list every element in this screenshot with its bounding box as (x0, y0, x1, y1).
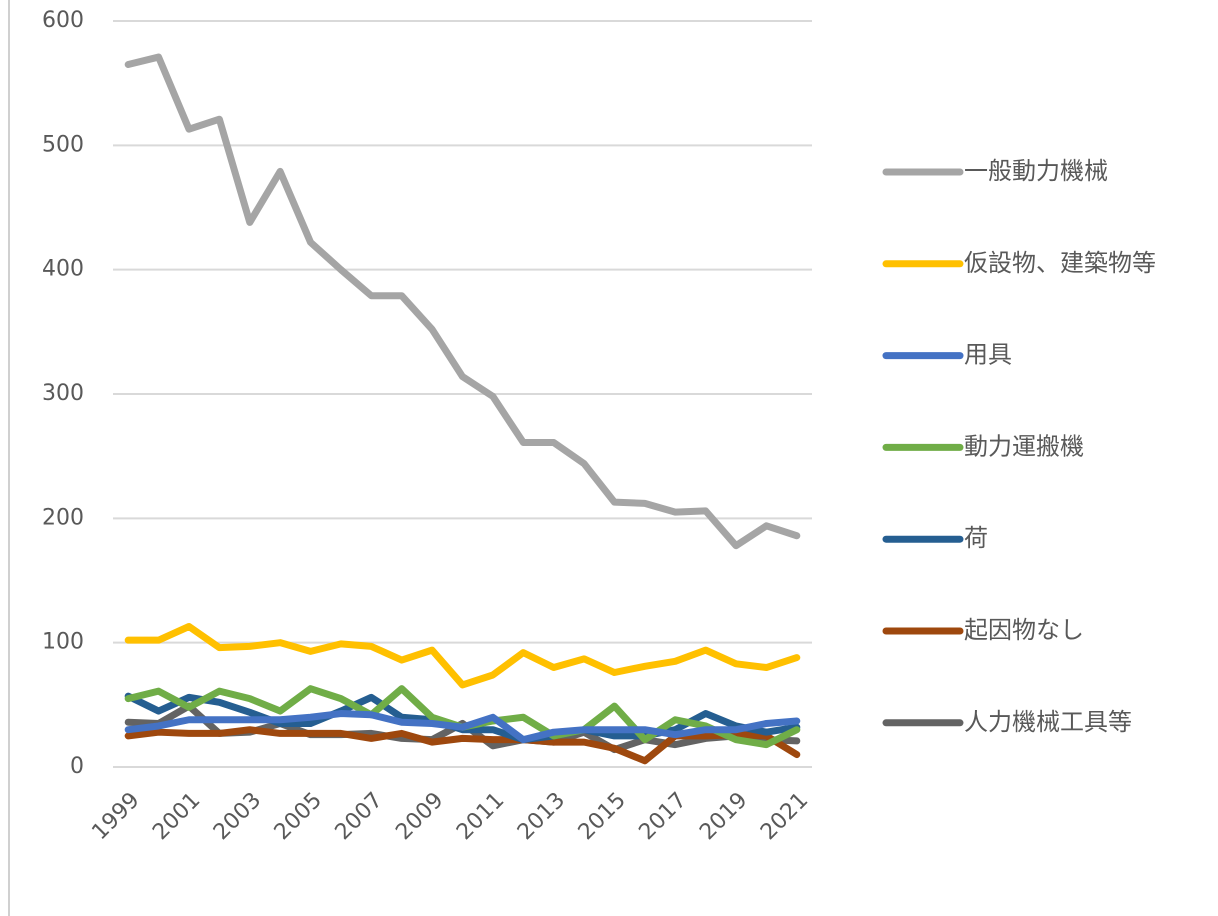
legend-label: 動力運搬機 (964, 432, 1084, 460)
y-tick-label: 200 (42, 505, 84, 530)
legend-label: 用具 (964, 341, 1012, 369)
y-tick-label: 600 (42, 8, 84, 33)
x-tick-label: 2009 (391, 788, 448, 845)
y-tick-label: 300 (42, 381, 84, 406)
x-tick-label: 2007 (331, 788, 388, 845)
x-tick-label: 2019 (695, 788, 752, 845)
legend-label: 人力機械工具等 (964, 708, 1132, 736)
series-line (124, 623, 801, 689)
x-tick-label: 2005 (270, 788, 327, 845)
x-tick-label: 2015 (574, 788, 631, 845)
x-tick-label: 1999 (87, 788, 144, 845)
x-tick-label: 2003 (209, 788, 266, 845)
legend-label: 仮設物、建築物等 (964, 249, 1156, 277)
legend-label: 起因物なし (964, 616, 1084, 644)
series-line (124, 53, 801, 550)
y-tick-label: 100 (42, 630, 84, 655)
x-tick-label: 2001 (148, 788, 205, 845)
series-line (124, 710, 801, 744)
x-tick-label: 2011 (452, 788, 509, 845)
x-tick-label: 2013 (513, 788, 570, 845)
y-tick-label: 400 (42, 257, 84, 282)
y-tick-label: 0 (70, 754, 84, 779)
x-tick-label: 2021 (756, 788, 813, 845)
x-tick-label: 2017 (634, 788, 691, 845)
legend-label: 荷 (964, 524, 988, 552)
y-tick-label: 500 (42, 132, 84, 157)
legend-label: 一般動力機械 (964, 157, 1108, 185)
